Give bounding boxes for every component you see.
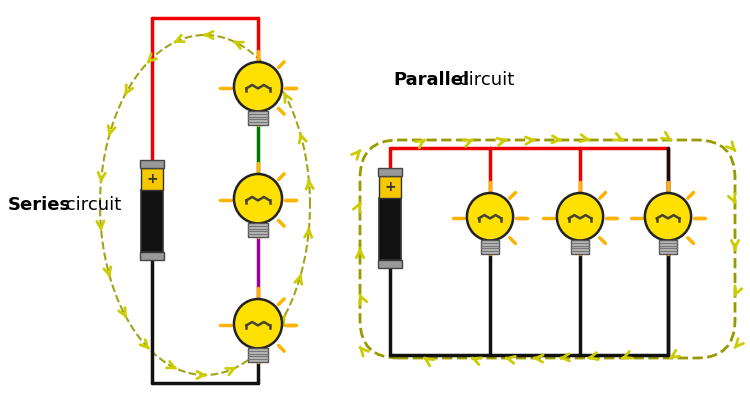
Text: +: + (384, 180, 396, 194)
Bar (571, 240, 590, 254)
Bar (658, 240, 677, 254)
Text: Parallel: Parallel (393, 71, 470, 89)
Bar (248, 348, 268, 362)
Bar (141, 168, 163, 190)
Bar (379, 198, 401, 260)
Bar (378, 260, 402, 268)
Text: Series: Series (8, 196, 71, 214)
Bar (378, 168, 402, 176)
Ellipse shape (645, 193, 691, 241)
Bar (248, 223, 268, 237)
Bar (140, 252, 164, 260)
Ellipse shape (234, 62, 282, 111)
Ellipse shape (234, 174, 282, 224)
Bar (248, 111, 268, 125)
Bar (140, 160, 164, 168)
Ellipse shape (466, 193, 513, 241)
Ellipse shape (556, 193, 603, 241)
Text: circuit: circuit (60, 196, 122, 214)
Bar (379, 176, 401, 198)
Text: +: + (146, 172, 158, 186)
Ellipse shape (234, 299, 282, 348)
Bar (141, 190, 163, 252)
Bar (481, 240, 500, 254)
Text: circuit: circuit (453, 71, 514, 89)
